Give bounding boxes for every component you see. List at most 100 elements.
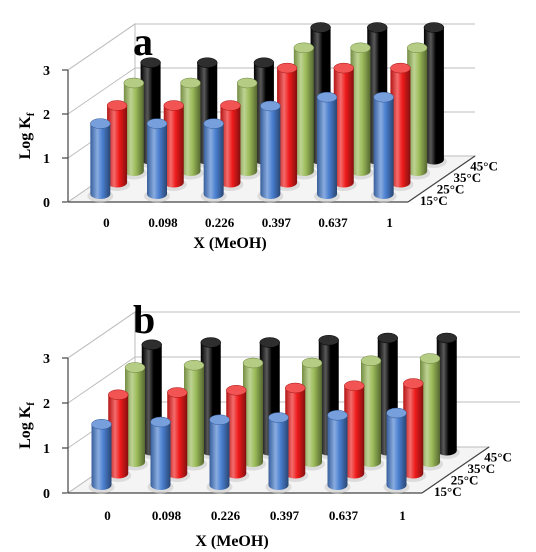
series-label-a-0: 15°C xyxy=(420,193,448,208)
bar-top xyxy=(259,337,280,348)
bar-a-15°C-5 xyxy=(370,91,397,203)
bar-body xyxy=(386,413,407,490)
bar-b-45°C-5 xyxy=(433,332,460,459)
bar-body xyxy=(237,83,258,176)
bar-body xyxy=(209,419,230,490)
bar-body xyxy=(350,47,371,176)
x-tick-label: 0.397 xyxy=(262,215,292,230)
bar-top xyxy=(200,337,221,348)
bar-body xyxy=(317,97,337,199)
bar-top xyxy=(423,22,445,33)
panel-label: b xyxy=(133,297,155,342)
bar-top xyxy=(197,57,218,68)
series-label-a-2: 35°C xyxy=(454,170,482,185)
depth-axis xyxy=(407,155,476,203)
x-tick-label: 0.226 xyxy=(205,215,235,230)
bar-top xyxy=(253,57,275,68)
y-tick-label: 1 xyxy=(43,152,50,167)
bar-top xyxy=(260,100,281,112)
bar-top xyxy=(183,360,205,371)
bar-b-35°C-1 xyxy=(181,360,207,471)
bar-top xyxy=(367,22,388,33)
bar-body xyxy=(167,392,188,479)
gridline-side xyxy=(67,23,136,71)
bar-body xyxy=(268,417,289,490)
x-tick-label: 0.637 xyxy=(318,215,348,230)
bar-body xyxy=(436,338,457,456)
bar-a-25°C-5 xyxy=(387,62,414,191)
x-tick-label: 0.637 xyxy=(329,508,359,523)
bar-body xyxy=(163,105,184,188)
bar-body xyxy=(203,123,224,199)
y-axis-title-subscript: f xyxy=(25,402,37,406)
x-tick-label: 0.397 xyxy=(270,508,300,523)
bar-body xyxy=(390,68,411,188)
bar-b-15°C-3 xyxy=(265,412,292,494)
bar-top xyxy=(436,332,457,344)
bar-top xyxy=(90,118,111,129)
bar-a-25°C-4 xyxy=(330,62,357,191)
bar-body xyxy=(91,424,112,490)
bar-a-25°C-0 xyxy=(104,100,131,191)
bar-body xyxy=(123,83,144,176)
bar-top xyxy=(236,77,258,89)
bar-top xyxy=(301,357,323,369)
bar-top xyxy=(140,57,161,68)
bar-top xyxy=(209,414,230,425)
bar-body xyxy=(361,360,381,467)
bar-top xyxy=(403,378,424,389)
y-axis-title: Log Kf xyxy=(17,112,37,159)
gridline-side xyxy=(67,311,136,359)
bar-body xyxy=(150,422,171,490)
y-axis-title: Log Kf xyxy=(17,402,37,449)
bar-top xyxy=(360,355,382,366)
bar-top xyxy=(373,91,394,103)
y-tick-label: 1 xyxy=(43,442,50,457)
bar-top xyxy=(123,77,145,89)
bar-top xyxy=(327,410,348,421)
bar-top xyxy=(276,62,298,74)
bar-body xyxy=(90,123,111,199)
x-tick-label: 0.098 xyxy=(148,215,178,230)
bar-top xyxy=(150,416,171,428)
bar-top xyxy=(316,91,338,103)
bar-body xyxy=(184,365,204,467)
bar-a-25°C-2 xyxy=(217,100,244,191)
y-tick-label: 0 xyxy=(43,487,50,502)
bar-body xyxy=(125,367,145,467)
bar-a-15°C-0 xyxy=(87,118,114,203)
bar-body xyxy=(327,415,348,490)
bar-top xyxy=(268,412,289,423)
bar-b-15°C-2 xyxy=(206,414,233,494)
bar-a-15°C-1 xyxy=(144,118,170,203)
y-tick-label: 0 xyxy=(43,196,50,211)
bar-b-35°C-4 xyxy=(358,355,384,471)
x-tick-label: 0 xyxy=(104,508,111,523)
bar-top xyxy=(333,62,354,74)
bar-body xyxy=(226,390,247,479)
bar-top xyxy=(242,357,264,369)
bar-top xyxy=(146,118,168,129)
x-tick-label: 1 xyxy=(399,508,406,523)
bar-top xyxy=(390,62,411,74)
bar-top xyxy=(167,387,188,398)
y-axis-title-subscript: f xyxy=(25,112,37,116)
bar-top xyxy=(108,389,129,400)
bar-b-35°C-5 xyxy=(417,353,443,471)
bar-a-25°C-3 xyxy=(274,62,301,191)
bar-a-35°C-2 xyxy=(234,77,261,180)
chart-panel-a: 0 1 2 3 45°C35°C25°C15°C 0 0.098 0.226 0.397 0.63… xyxy=(17,19,498,252)
x-tick-label: 0 xyxy=(103,215,110,230)
bar-b-35°C-0 xyxy=(122,362,148,471)
bar-body xyxy=(220,105,241,188)
bar-top xyxy=(163,100,184,111)
bar-body xyxy=(108,394,129,479)
bar-b-35°C-3 xyxy=(299,357,325,471)
y-tick-label: 3 xyxy=(43,64,50,79)
bar-b-25°C-4 xyxy=(341,380,368,482)
bar-body xyxy=(180,83,201,176)
bar-a-35°C-4 xyxy=(347,42,374,180)
bar-a-15°C-3 xyxy=(257,100,284,203)
bar-top xyxy=(285,382,306,394)
